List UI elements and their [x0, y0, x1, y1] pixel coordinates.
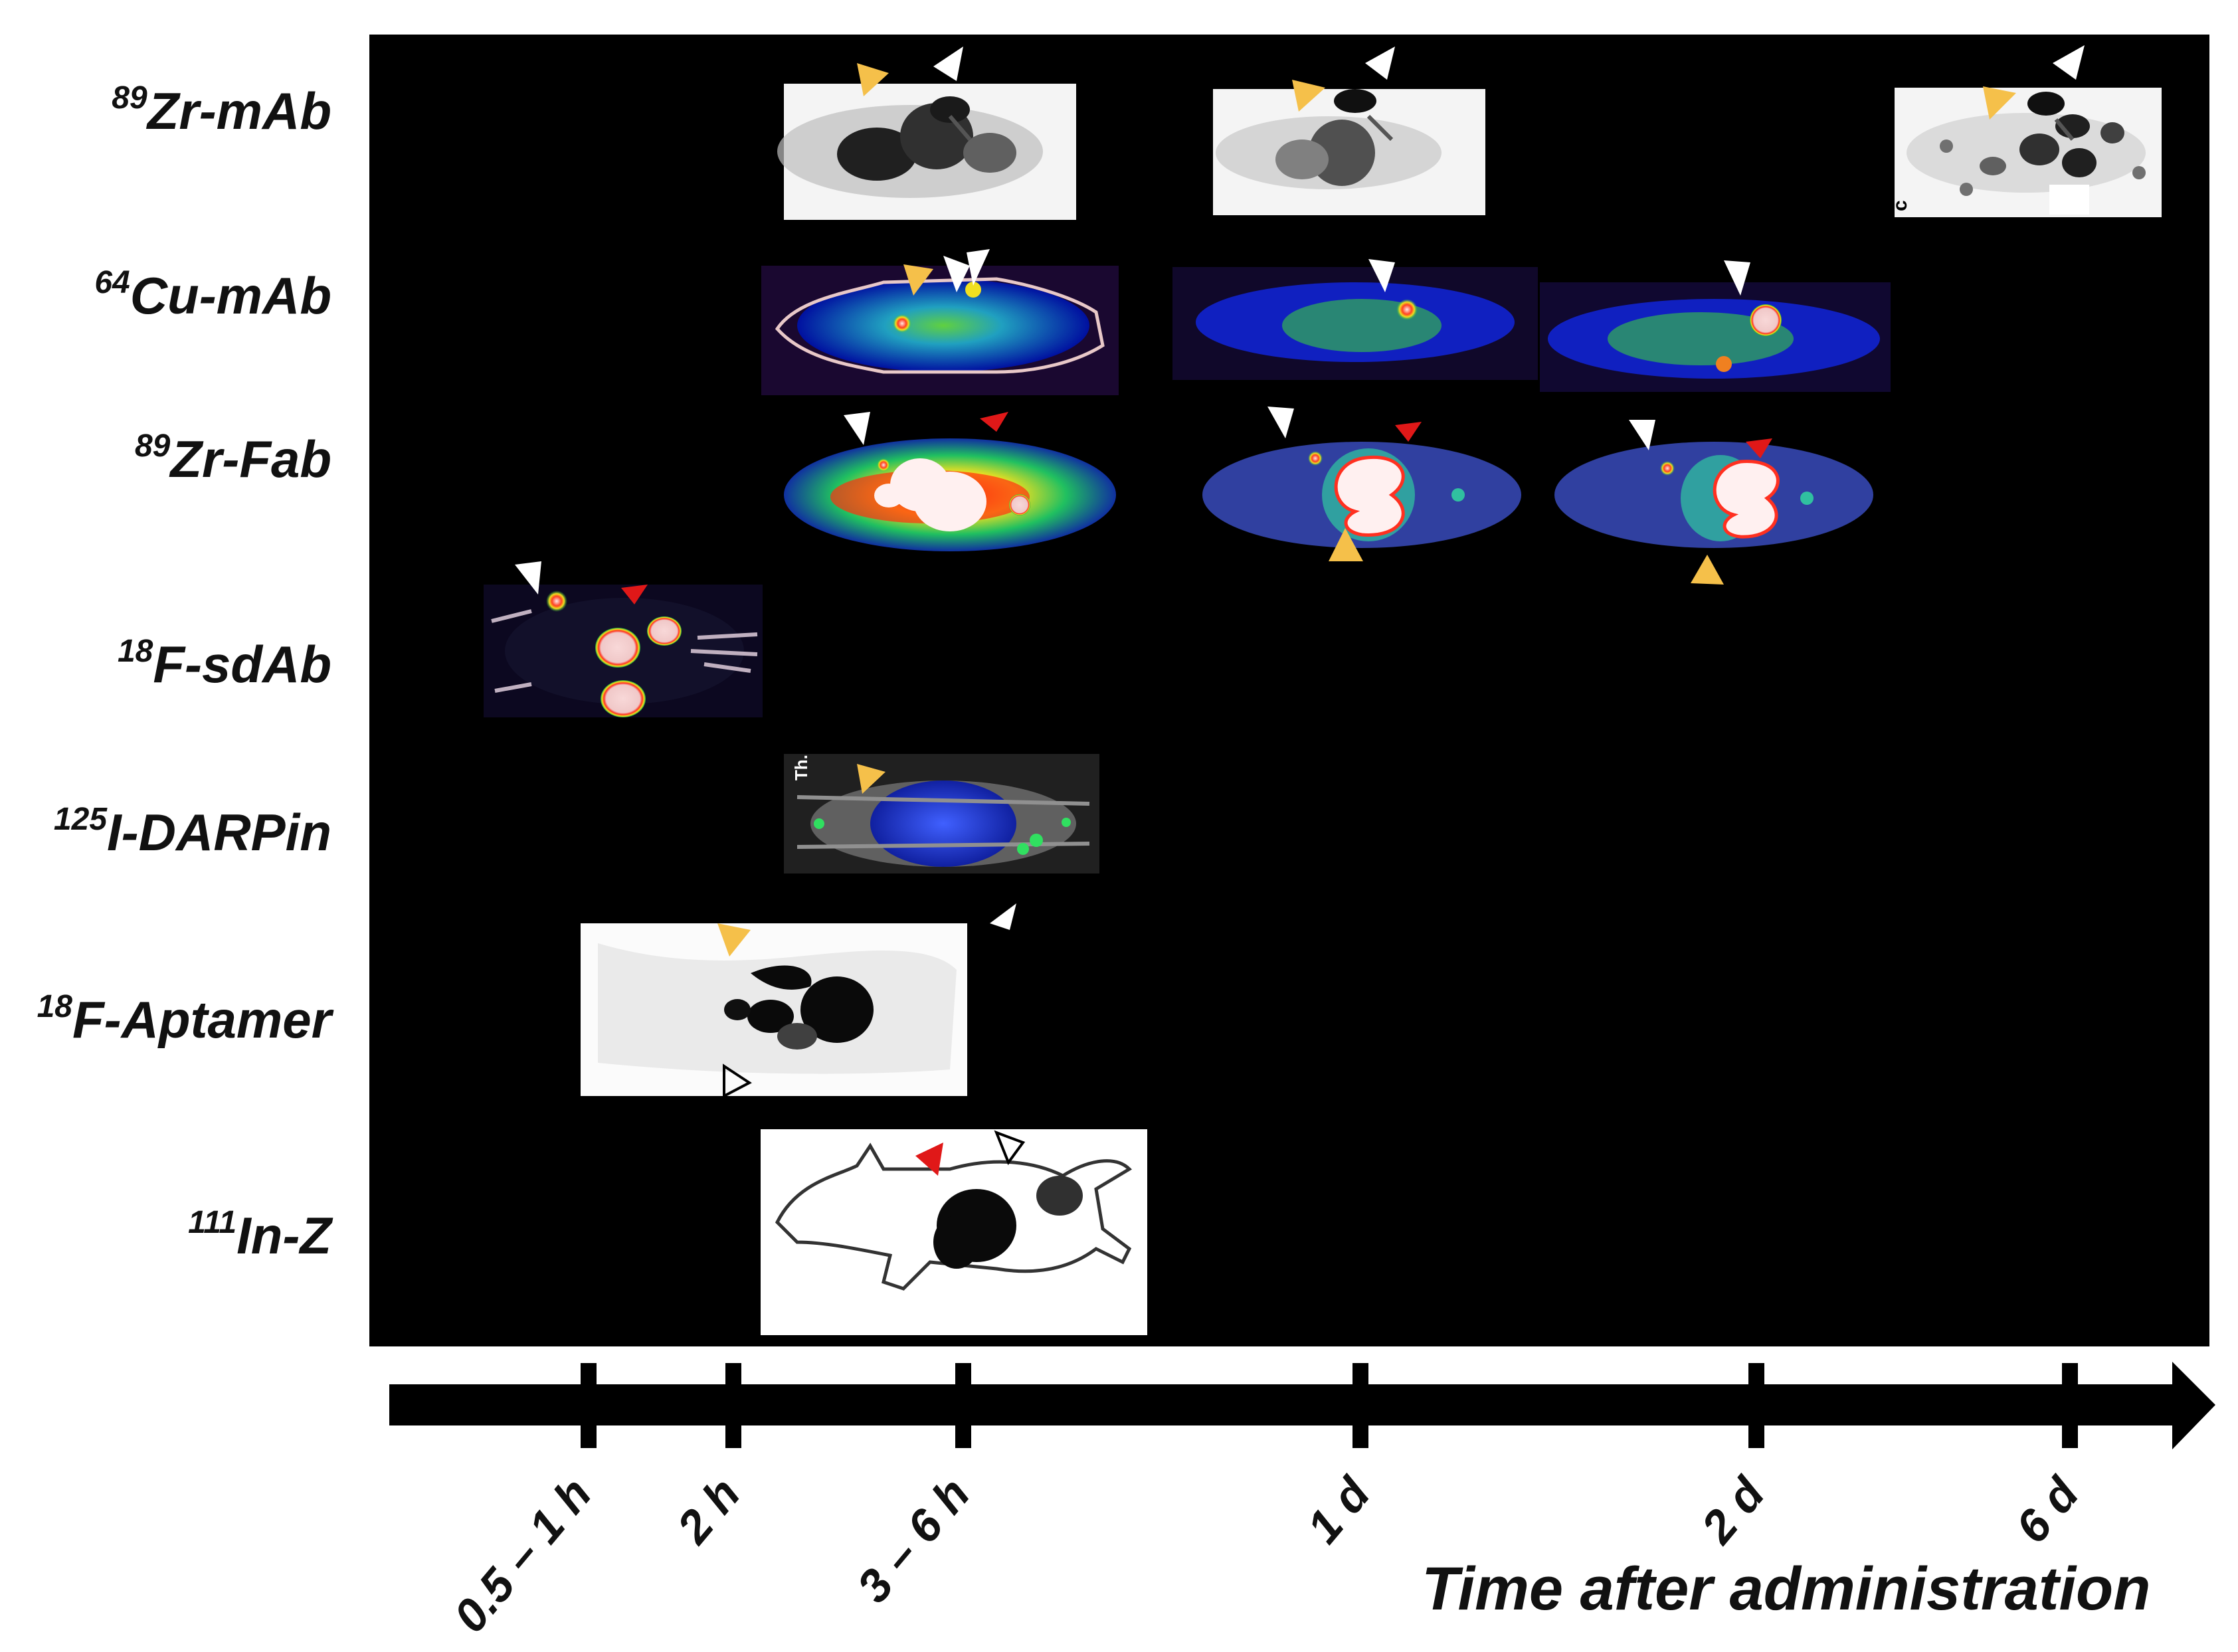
- row-label-isotope: 111: [188, 1205, 237, 1240]
- time-axis-arrowhead: [2172, 1362, 2215, 1449]
- tick-mark: [2062, 1363, 2078, 1448]
- f-sdab-0-5-1h-image: [484, 585, 763, 717]
- row-label-zr-mab: 89Zr-mAb: [112, 80, 331, 141]
- row-label-text: Zr-Fab: [170, 430, 331, 488]
- panel-letter-c: c: [1889, 200, 1911, 211]
- zr-fab-2d-image: [1554, 442, 1873, 548]
- row-label-i-darpin: 125I-DARPin: [54, 802, 331, 863]
- row-label-zr-fab: 89Zr-Fab: [134, 428, 331, 490]
- darpin-panel-label: Th.: [791, 755, 811, 780]
- time-axis-bar: [389, 1384, 2176, 1425]
- row-label-cu-mab: 64Cu-mAb: [94, 265, 331, 326]
- row-label-isotope: 18: [37, 989, 72, 1024]
- time-axis: [389, 1362, 2215, 1449]
- row-label-text: F-Aptamer: [72, 990, 331, 1049]
- zr-fab-1d-image: [1202, 442, 1521, 548]
- row-label-f-aptamer: 18F-Aptamer: [37, 989, 331, 1050]
- row-label-isotope: 125: [53, 802, 108, 837]
- f-aptamer-0-5-1h-image: [581, 923, 967, 1096]
- axis-title: Time after administration: [1422, 1555, 2151, 1623]
- red-arrowhead-icon: [621, 412, 1772, 1176]
- row-label-f-sdab: 18F-sdAb: [118, 634, 331, 695]
- row-label-text: Cu-mAb: [130, 266, 331, 325]
- zr-mab-3-6h-image: [777, 84, 1076, 220]
- row-label-isotope: 18: [117, 634, 153, 669]
- row-label-text: Zr-mAb: [147, 82, 331, 140]
- row-label-isotope: 89: [134, 428, 171, 464]
- cu-mab-3-6h-image: [761, 266, 1119, 395]
- i-darpin-3-6h-image: Th.: [784, 754, 1099, 873]
- open-arrow-icon: [948, 114, 2075, 141]
- yellow-arrowhead-icon: [717, 63, 2016, 957]
- row-label-text: In-Z: [236, 1206, 331, 1265]
- tick-mark: [1748, 1363, 1764, 1448]
- row-label-text: F-sdAb: [153, 635, 331, 693]
- cu-mab-1d-image: [1172, 267, 1538, 380]
- zr-mab-1d-image: [1213, 89, 1485, 215]
- open-arrowhead-icon: [723, 1063, 1026, 1166]
- in-z-3-6h-image: [761, 1129, 1147, 1335]
- zr-fab-3-6h-image: [784, 438, 1116, 551]
- cu-mab-2d-image: [1540, 282, 1891, 392]
- tick-mark: [725, 1363, 741, 1448]
- tick-mark: [1352, 1363, 1368, 1448]
- row-label-isotope: 89: [112, 80, 147, 116]
- tick-mark: [581, 1363, 597, 1448]
- row-label-in-z: 111In-Z: [188, 1205, 331, 1266]
- zr-mab-6d-image: c: [1889, 88, 2162, 217]
- row-label-text: I-DARPin: [107, 803, 331, 862]
- row-label-isotope: 64: [94, 265, 130, 300]
- tick-mark: [955, 1363, 971, 1448]
- white-arrowhead-icon: [515, 45, 2085, 930]
